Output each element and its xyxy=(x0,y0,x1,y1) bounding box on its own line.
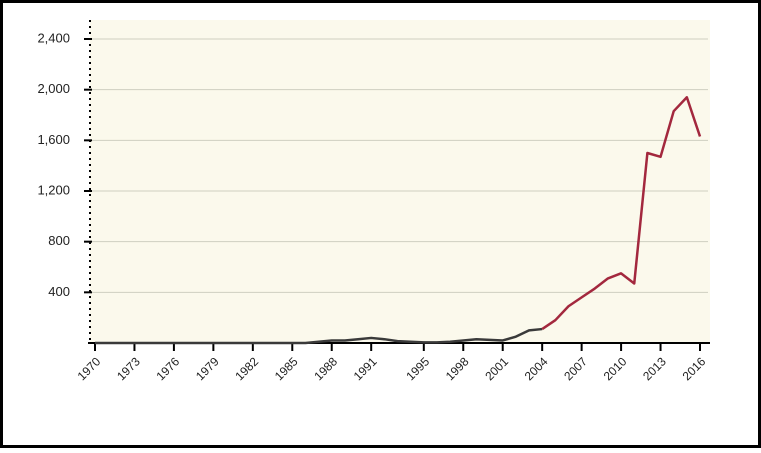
y-tick-label: 2,000 xyxy=(37,81,70,96)
plot-area xyxy=(90,20,710,343)
y-tick-label: 1,600 xyxy=(37,132,70,147)
y-tick-label: 2,400 xyxy=(37,30,70,45)
chart: 4008001,2001,6002,0002,40019701973197619… xyxy=(0,0,761,448)
y-tick-label: 800 xyxy=(48,233,70,248)
y-tick-label: 1,200 xyxy=(37,182,70,197)
y-tick-label: 400 xyxy=(48,284,70,299)
